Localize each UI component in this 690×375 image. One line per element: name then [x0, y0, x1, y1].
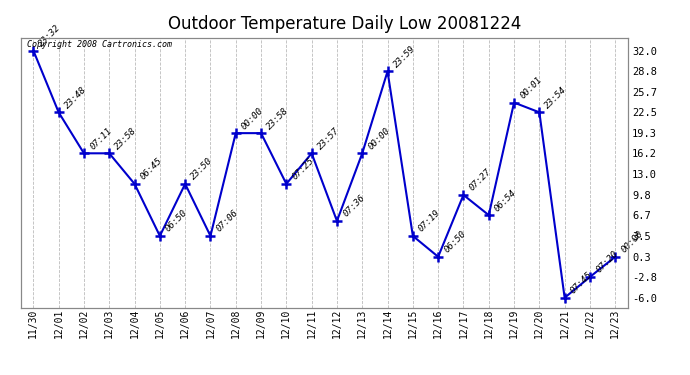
Text: 00:00: 00:00	[620, 229, 644, 255]
Text: Outdoor Temperature Daily Low 20081224: Outdoor Temperature Daily Low 20081224	[168, 15, 522, 33]
Text: 23:50: 23:50	[189, 156, 215, 182]
Text: 07:45: 07:45	[569, 270, 594, 296]
Text: 07:06: 07:06	[215, 209, 240, 234]
Text: 06:54: 06:54	[493, 188, 518, 213]
Text: 00:00: 00:00	[366, 126, 392, 151]
Text: 07:27: 07:27	[468, 167, 493, 193]
Text: 23:58: 23:58	[113, 126, 139, 151]
Text: Copyright 2008 Cartronics.com: Copyright 2008 Cartronics.com	[27, 40, 172, 49]
Text: 07:20: 07:20	[594, 249, 620, 275]
Text: 23:57: 23:57	[316, 126, 341, 151]
Text: 07:11: 07:11	[88, 126, 113, 151]
Text: 06:50: 06:50	[442, 229, 468, 255]
Text: 00:01: 00:01	[518, 75, 544, 100]
Text: 23:54: 23:54	[544, 85, 569, 110]
Text: 07:19: 07:19	[417, 209, 442, 234]
Text: 23:59: 23:59	[392, 44, 417, 69]
Text: 23:48: 23:48	[63, 85, 88, 110]
Text: 23:32: 23:32	[37, 23, 63, 48]
Text: 06:50: 06:50	[164, 209, 189, 234]
Text: 23:58: 23:58	[265, 106, 290, 131]
Text: 07:25: 07:25	[290, 156, 316, 182]
Text: 06:45: 06:45	[139, 156, 164, 182]
Text: 00:00: 00:00	[240, 106, 265, 131]
Text: 07:36: 07:36	[341, 194, 366, 219]
